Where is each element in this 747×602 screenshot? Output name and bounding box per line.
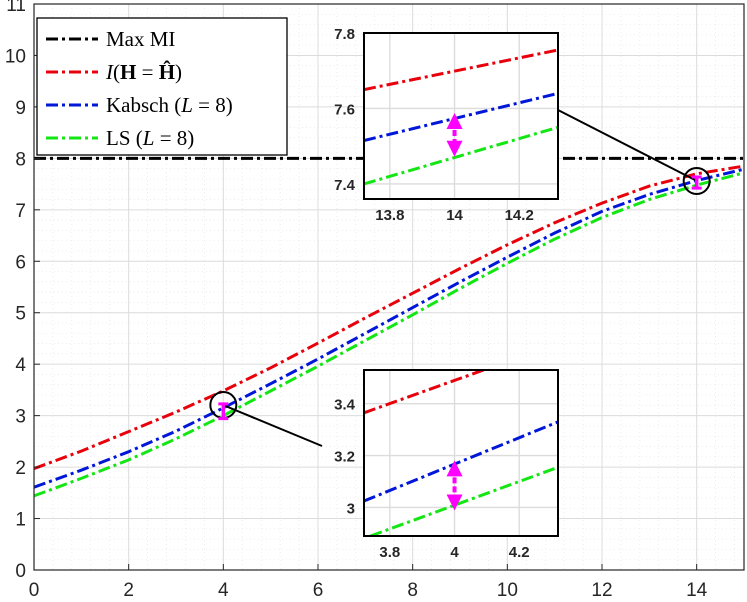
legend-text-segment: H — [120, 60, 136, 84]
legend-text-segment: L — [142, 126, 155, 150]
legend-text-segment: LS ( — [106, 126, 143, 150]
inset-x-tick-label-4-2: 4.2 — [509, 544, 530, 561]
x-tick-label-8: 8 — [407, 580, 418, 601]
legend-text-segment: ( — [113, 60, 120, 84]
y-tick-label-9: 9 — [15, 98, 26, 119]
callout-connector-zoom-at-4 — [222, 404, 323, 447]
y-tick-label-7: 7 — [15, 201, 26, 222]
y-tick-label-3: 3 — [15, 407, 26, 428]
inset-y-tick-label-7-6: 7.6 — [334, 101, 355, 118]
x-tick-label-12: 12 — [591, 580, 612, 601]
legend-label-max: Max MI — [106, 27, 175, 51]
inset-series-line-2 — [369, 465, 558, 536]
x-tick-label-4: 4 — [218, 580, 229, 601]
legend-text-segment: = 8) — [154, 126, 194, 150]
main-axes — [33, 3, 745, 571]
legend-label-kabsch: Kabsch (L = 8) — [106, 93, 233, 117]
plot-frame — [33, 3, 745, 571]
x-tick-label-6: 6 — [313, 580, 324, 601]
y-tick-label-1: 1 — [15, 510, 26, 531]
x-tick-label-14: 14 — [686, 580, 708, 601]
legend-text-segment: Max MI — [106, 27, 175, 51]
inset-frame — [363, 369, 559, 537]
inset-y-tick-label-3-4: 3.4 — [334, 397, 356, 414]
y-tick-label-0: 0 — [15, 561, 26, 582]
inset-x-tick-label-14: 14 — [446, 207, 463, 224]
inset-frame — [363, 32, 559, 200]
inset-x-tick-label-14-2: 14.2 — [505, 207, 534, 224]
y-tick-label-2: 2 — [15, 458, 26, 479]
inset-y-tick-label-3-2: 3.2 — [334, 449, 355, 466]
zoom-insets: 13.8 14 14.2 7.4 7.6 7.8 3.8 4 4.2 3 3.2 3.4 — [334, 26, 559, 561]
legend-text-segment: L — [180, 93, 193, 117]
legend: Max MII(H = Ĥ)Kabsch (L = 8)LS (L = 8) — [36, 17, 288, 156]
legend-text-segment: Ĥ — [159, 60, 175, 84]
y-tick-label-4: 4 — [15, 355, 26, 376]
zoom-callouts — [209, 109, 711, 447]
y-tick-label-10: 10 — [5, 46, 26, 67]
inset-y-tick-label-7-8: 7.8 — [334, 26, 355, 43]
legend-text-segment: = 8) — [193, 93, 233, 117]
x-tick-label-0: 0 — [29, 580, 40, 601]
inset-y-tick-label-7-4: 7.4 — [334, 177, 356, 194]
inset-x-tick-label-13-8: 13.8 — [375, 207, 404, 224]
callout-circle-zoom-at-14 — [682, 167, 711, 195]
inset-series-line-0 — [364, 370, 485, 415]
legend-box — [36, 17, 288, 156]
inset-series-line-0 — [364, 48, 558, 92]
series-line-ls-l-8 — [34, 171, 744, 498]
y-tick-label-6: 6 — [15, 252, 26, 273]
legend-text-segment: ) — [175, 60, 182, 84]
inset-zoom-at-4: 3.8 4 4.2 3 3.2 3.4 — [334, 369, 559, 561]
callout-connector-zoom-at-14 — [557, 109, 698, 182]
x-tick-label-2: 2 — [123, 580, 134, 601]
legend-text-segment: Kabsch ( — [106, 93, 181, 117]
inset-y-tick-label-3: 3 — [347, 500, 355, 517]
legend-text-segment: I — [105, 60, 114, 84]
legend-label-ideal: I(H = Ĥ) — [105, 60, 182, 84]
inset-zoom-at-14: 13.8 14 14.2 7.4 7.6 7.8 — [334, 26, 559, 224]
y-tick-label-11: 11 — [6, 0, 26, 16]
x-tick-label-10: 10 — [497, 580, 518, 601]
series-line-i-h — [34, 164, 744, 471]
y-tick-label-8: 8 — [15, 149, 26, 170]
series-line-kabsch-l-8 — [34, 167, 744, 489]
legend-text-segment: = — [136, 60, 158, 84]
inset-background — [364, 370, 558, 536]
legend-label-ls: LS (L = 8) — [106, 126, 194, 150]
inset-lines — [364, 370, 558, 536]
inset-series-line-1 — [364, 420, 558, 503]
inset-x-tick-label-3-8: 3.8 — [379, 544, 400, 561]
inset-x-tick-label-4: 4 — [450, 544, 459, 561]
y-tick-label-5: 5 — [15, 304, 26, 325]
